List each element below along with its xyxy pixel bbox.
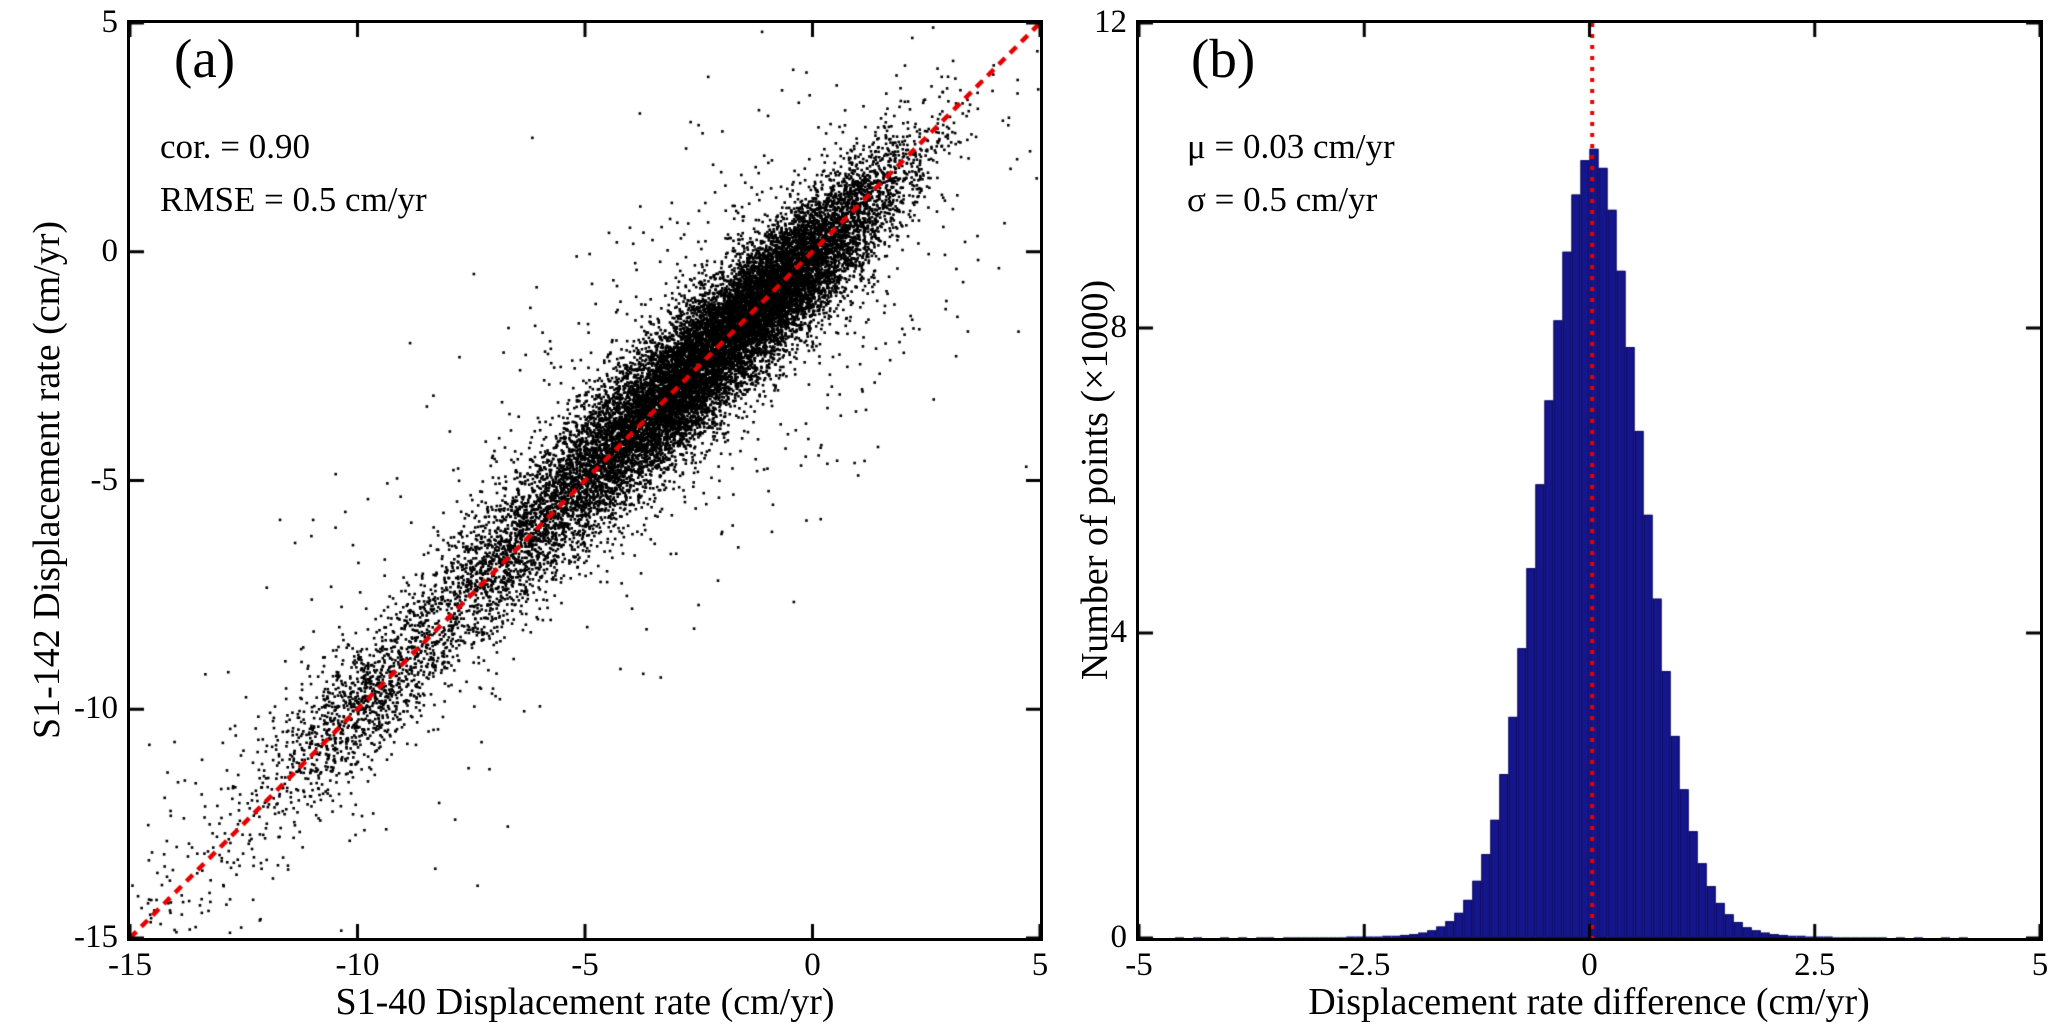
rmse-text: RMSE = 0.5 cm/yr	[160, 179, 427, 219]
correlation-text: cor. = 0.90	[160, 127, 310, 166]
x-tick-label: 5	[1031, 947, 1049, 983]
x-tick-label: 0	[804, 947, 821, 983]
panel-b: (b) μ = 0.03 cm/yr σ = 0.5 cm/yr -5 -2.5 0…	[1074, 0, 2067, 1034]
panel-a-xlabel-text: S1-40 Displacement rate (cm/yr)	[335, 981, 835, 1023]
x-tick-label: -2.5	[1338, 947, 1391, 983]
x-tick-label: 0	[1581, 947, 1598, 983]
panel-a: (a) cor. = 0.90 RMSE = 0.5 cm/yr -15 -10 -…	[26, 4, 1048, 1024]
hist-canvas	[1139, 23, 2040, 938]
sigma-text: σ = 0.5 cm/yr	[1187, 179, 1378, 219]
y-tick-label: -15	[74, 919, 118, 955]
y-tick-label: -5	[90, 461, 119, 498]
panel-b-letter: (b)	[1191, 28, 1256, 89]
y-tick-label: 4	[1110, 614, 1128, 650]
y-tick-label: 8	[1110, 309, 1128, 345]
x-tick-label: -10	[335, 947, 380, 983]
y-tick-label: 5	[101, 4, 119, 40]
y-tick-label: -10	[74, 690, 118, 727]
x-tick-label: -5	[571, 947, 599, 983]
panel-b-xlabel-text: Displacement rate difference (cm/yr)	[1308, 981, 1870, 1023]
y-tick-label: 12	[1094, 4, 1127, 40]
scatter-plot-area: (a) cor. = 0.90 RMSE = 0.5 cm/yr -15 -10 -…	[74, 4, 1048, 983]
x-tick-label: 2.5	[1794, 947, 1836, 983]
hist-plot-area: (b) μ = 0.03 cm/yr σ = 0.5 cm/yr -5 -2.5 0…	[1094, 4, 2048, 983]
x-tick-label: -5	[1125, 947, 1153, 983]
panel-b-ylabel-text: Number of points (×1000)	[1074, 279, 1116, 681]
mean-text: μ = 0.03 cm/yr	[1187, 127, 1395, 166]
y-tick-label: 0	[101, 232, 119, 269]
panel-a-xlabel: S1-40 Displacement rate (cm/yr)	[335, 980, 834, 1024]
panel-b-annotations: μ = 0.03 cm/yr σ = 0.5 cm/yr	[1187, 121, 1395, 226]
panel-a-letter: (a)	[174, 28, 236, 89]
x-tick-label: -15	[108, 947, 152, 983]
x-tick-label: 5	[2031, 947, 2049, 983]
panel-a-annotations: cor. = 0.90 RMSE = 0.5 cm/yr	[160, 121, 427, 226]
panel-a-ylabel-text: S1-142 Displacement rate (cm/yr)	[26, 220, 68, 740]
panel-b-xlabel: Displacement rate difference (cm/yr)	[1308, 980, 1870, 1024]
y-tick-label: 0	[1110, 919, 1128, 955]
scatter-canvas	[130, 23, 1040, 938]
